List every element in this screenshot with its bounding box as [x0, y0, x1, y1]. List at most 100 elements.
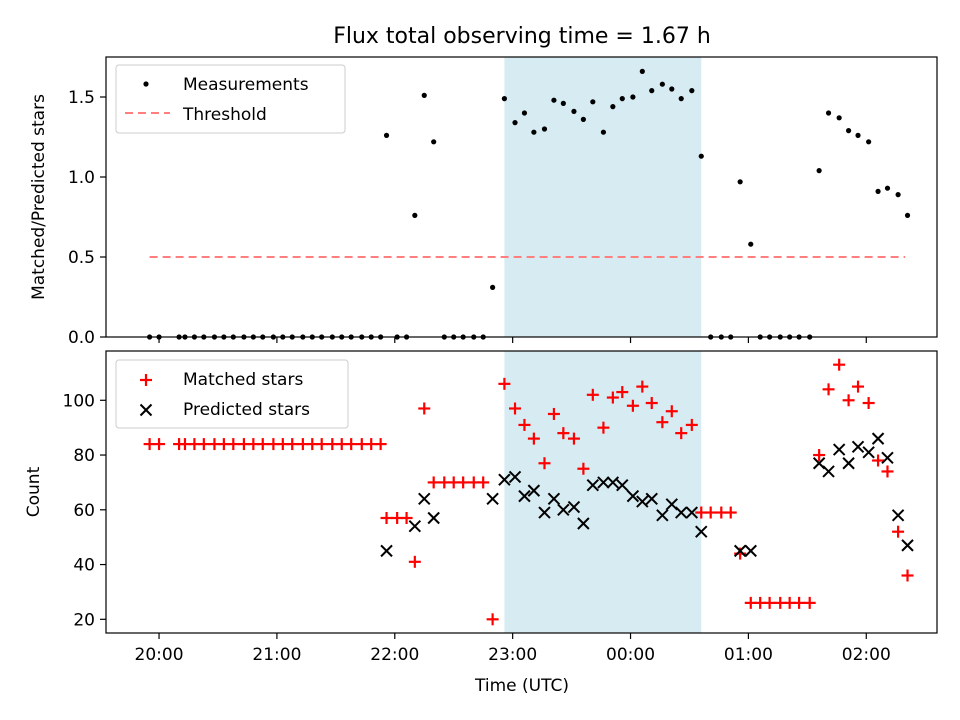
- measurement-point: [748, 241, 754, 247]
- top-shaded-interval: [504, 57, 702, 337]
- matched-point: [665, 405, 678, 418]
- predicted-point: [862, 446, 875, 459]
- ytick-label: 0.0: [68, 328, 95, 348]
- measurement-point: [816, 168, 822, 174]
- predicted-point: [636, 495, 649, 508]
- cross-b: [486, 492, 499, 506]
- matched-point: [852, 380, 865, 393]
- predicted-point: [597, 476, 610, 489]
- legend-matched: Matched stars: [183, 370, 303, 390]
- predicted-point: [733, 544, 747, 558]
- matched-point: [527, 432, 540, 445]
- matched-point: [567, 432, 580, 445]
- matched-point: [547, 407, 560, 420]
- matched-point: [704, 506, 717, 519]
- cross-b: [626, 489, 640, 503]
- measurement-point: [866, 139, 872, 145]
- matched-point: [793, 596, 806, 609]
- matched-point: [901, 569, 914, 582]
- matched-point: [538, 457, 551, 470]
- cross-b: [567, 500, 581, 514]
- matched-point: [286, 438, 299, 451]
- measurement-point: [904, 212, 911, 218]
- measurement-point: [845, 128, 852, 134]
- legend-cross: [139, 403, 153, 417]
- measurement-point: [412, 212, 418, 218]
- cross-b: [744, 544, 757, 558]
- cross-b: [656, 509, 669, 522]
- measurement-point: [512, 120, 518, 126]
- measurement-point: [895, 192, 901, 198]
- cross-b: [616, 478, 629, 492]
- matched-point: [626, 399, 639, 412]
- measurement-point: [678, 96, 684, 102]
- top-plot-frame: [105, 56, 938, 338]
- xtick-label: 21:00: [252, 645, 301, 665]
- cross-b: [733, 544, 747, 558]
- top-ticks: 0.0 0.5 1.0 1.5: [68, 88, 867, 348]
- matched-point: [518, 418, 531, 431]
- matched-point: [498, 377, 511, 390]
- measurement-point: [600, 129, 607, 135]
- predicted-point: [518, 489, 531, 503]
- predicted-point: [675, 506, 688, 519]
- predicted-point: [695, 525, 708, 538]
- predicted-point: [527, 484, 541, 497]
- matched-point: [616, 386, 629, 399]
- matched-point: [197, 438, 210, 451]
- predicted-point: [901, 539, 914, 552]
- predicted-point: [586, 478, 600, 492]
- predicted-point: [408, 520, 422, 533]
- measurement-point: [659, 81, 665, 87]
- matched-point: [636, 380, 649, 393]
- cross-b: [586, 478, 600, 492]
- measurement-point: [571, 108, 577, 114]
- ytick-label: 1.5: [68, 88, 95, 108]
- xtick-label: 22:00: [370, 645, 419, 665]
- measurement-point: [560, 100, 566, 106]
- measurement-point: [737, 179, 743, 185]
- predicted-point: [557, 503, 570, 517]
- cross-b: [606, 476, 620, 489]
- matched-point: [153, 438, 166, 451]
- chart-title: Flux total observing time = 1.67 h: [333, 24, 711, 49]
- predicted-point: [498, 473, 511, 486]
- cross-b: [881, 451, 894, 464]
- legend-predicted-marker: [139, 403, 153, 417]
- bottom-plot-frame: [105, 350, 938, 634]
- cross-b: [842, 457, 855, 470]
- legend-measurement-marker: [143, 81, 149, 87]
- cross-b: [547, 492, 561, 506]
- measurement-point: [551, 97, 557, 103]
- predicted-point: [427, 511, 440, 525]
- cross-b: [418, 492, 431, 506]
- cross-b: [408, 520, 422, 533]
- measurement-point: [541, 126, 548, 132]
- measurement-point: [698, 153, 704, 159]
- measurement-point: [501, 96, 508, 102]
- matched-point: [457, 476, 470, 489]
- matched-point: [586, 388, 599, 401]
- cross-b: [380, 544, 393, 558]
- matched-point: [734, 547, 747, 560]
- top-ylabel: Matched/Predicted stars: [29, 94, 49, 300]
- predicted-point: [380, 544, 393, 558]
- matched-point: [486, 613, 499, 626]
- predicted-point: [626, 489, 640, 503]
- ytick-label: 1.0: [68, 168, 95, 188]
- cross-b: [518, 489, 531, 503]
- measurement-point: [855, 132, 861, 138]
- predicted-point: [645, 492, 658, 506]
- matched-point: [881, 465, 894, 478]
- xtick-label: 01:00: [724, 645, 773, 665]
- matched-point: [724, 506, 737, 519]
- matched-point: [315, 438, 328, 451]
- matched-point: [227, 438, 240, 451]
- matched-point: [345, 438, 358, 451]
- measurement-point: [590, 99, 596, 105]
- matched-point: [597, 421, 610, 434]
- bottom-ylabel: Count: [24, 466, 44, 517]
- top-legend-box: [115, 64, 346, 134]
- legend-plus: [140, 374, 152, 386]
- matched-point: [418, 402, 431, 415]
